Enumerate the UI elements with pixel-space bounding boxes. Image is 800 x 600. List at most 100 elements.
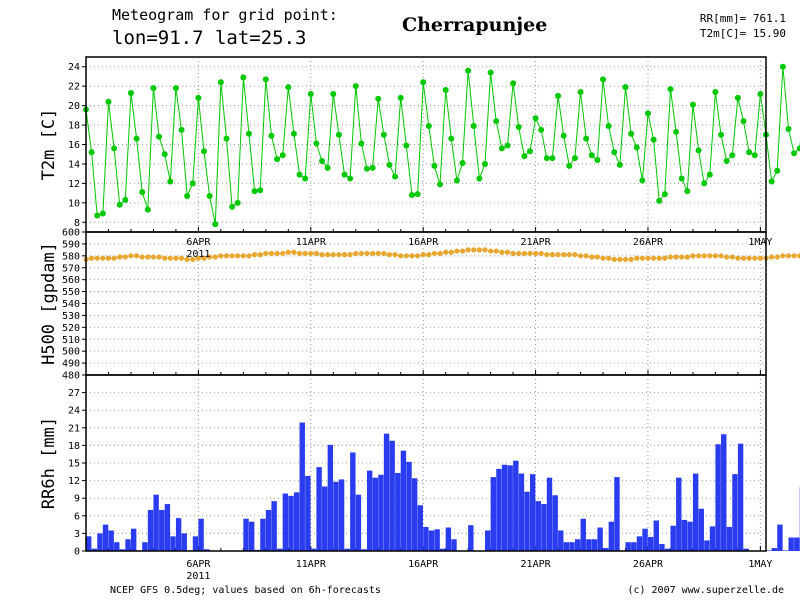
t2m-point <box>571 155 578 162</box>
y-tick-label: 16 <box>68 140 80 151</box>
x-date-label: 11APR <box>296 559 327 570</box>
h500-point <box>89 255 95 261</box>
y-tick-label: 510 <box>62 335 80 346</box>
rr-bar <box>338 479 345 551</box>
rr-bar <box>603 548 609 551</box>
rr-bar <box>271 501 277 551</box>
t2m-point <box>307 90 314 97</box>
h500-point <box>443 249 449 255</box>
t2m-point <box>111 145 118 152</box>
t2m-point <box>723 158 730 165</box>
t2m-point <box>313 140 320 147</box>
header-coordinates: lon=91.7 lat=25.3 <box>112 27 307 49</box>
h500-point <box>740 255 747 261</box>
t2m-point <box>358 140 365 147</box>
h500-point <box>162 255 168 261</box>
h500-point <box>133 253 140 259</box>
rr-bar <box>299 422 305 551</box>
rr-bar <box>518 473 525 551</box>
t2m-point <box>543 155 550 162</box>
t2m-point <box>729 152 736 159</box>
y-tick-label: 550 <box>62 287 80 298</box>
h500-point <box>521 250 527 257</box>
rr-bar <box>709 526 716 551</box>
rr-bar <box>400 450 407 551</box>
t2m-point <box>341 171 348 178</box>
h500-point <box>577 253 584 259</box>
rr-bar <box>490 477 497 551</box>
rr-bar <box>580 518 586 551</box>
rr-bar <box>777 524 783 551</box>
rr-bar <box>322 486 328 551</box>
x-date-label: 16APR <box>408 559 439 570</box>
h500-point <box>420 252 426 258</box>
rr-bar <box>344 548 350 551</box>
t2m-point <box>622 84 629 91</box>
rr-bar <box>164 504 171 551</box>
h500-point <box>656 255 662 261</box>
rr-bar <box>204 549 210 551</box>
y-tick-label: 10 <box>68 198 80 209</box>
rr-bar <box>721 434 727 551</box>
h500-point <box>381 250 387 257</box>
t2m-point <box>290 130 297 137</box>
h500-point <box>757 255 763 261</box>
x-date-label: 11APR <box>296 237 327 248</box>
h500-point <box>364 250 370 257</box>
t2m-point <box>144 206 151 213</box>
x-date-label: 21APR <box>521 559 552 570</box>
h500-point <box>437 250 443 257</box>
rr-bar <box>524 491 530 551</box>
t2m-point <box>431 162 438 169</box>
rr-bar <box>451 539 457 551</box>
h500-point <box>606 255 612 261</box>
t2m-point <box>695 147 702 154</box>
y-tick-label: 590 <box>62 239 80 250</box>
t2m-point <box>633 144 640 151</box>
y-tick-label: 12 <box>68 179 80 190</box>
h500-point <box>167 255 173 261</box>
rr-bar <box>260 518 266 551</box>
rr-bar <box>766 550 772 551</box>
rr-bar <box>114 542 120 551</box>
rr-bar <box>552 495 558 551</box>
t2m-point <box>796 145 800 152</box>
rr-bar <box>732 474 738 551</box>
h500-point <box>684 254 690 260</box>
t2m-point <box>588 152 595 159</box>
t2m-point <box>448 135 455 142</box>
t2m-point <box>403 142 410 149</box>
t2m-point <box>678 175 685 182</box>
rr-bar <box>737 443 744 551</box>
t2m-point <box>257 187 264 194</box>
t2m-point <box>206 193 213 200</box>
panel-frame-2 <box>85 374 767 552</box>
h500-point <box>285 249 291 255</box>
x-date-label: 21APR <box>521 237 552 248</box>
h500-point <box>386 252 393 258</box>
t2m-point <box>195 94 202 101</box>
h500-point <box>263 250 269 257</box>
station-name: Cherrapunjee <box>402 14 548 36</box>
h500-point <box>746 255 752 261</box>
t2m-point <box>779 63 786 70</box>
rr-bar <box>625 542 631 551</box>
rr-bar <box>305 475 311 551</box>
t2m-point <box>594 157 601 164</box>
h500-point <box>370 250 376 257</box>
t2m-point <box>532 115 539 122</box>
x-date-label: 6APR <box>186 237 211 248</box>
rr-bar <box>597 527 603 551</box>
rr-bar <box>153 494 159 551</box>
t2m-point <box>689 101 696 108</box>
rr-bar <box>692 473 699 551</box>
t2m-point <box>734 94 741 101</box>
t2m-point <box>408 192 415 199</box>
t2m-point <box>538 126 545 133</box>
t2m-point <box>476 175 483 182</box>
rr-bar <box>535 501 541 551</box>
h500-point <box>735 255 741 261</box>
y-tick-label: 12 <box>68 476 80 487</box>
y-tick-label: 560 <box>62 275 80 286</box>
h500-point <box>111 255 117 261</box>
